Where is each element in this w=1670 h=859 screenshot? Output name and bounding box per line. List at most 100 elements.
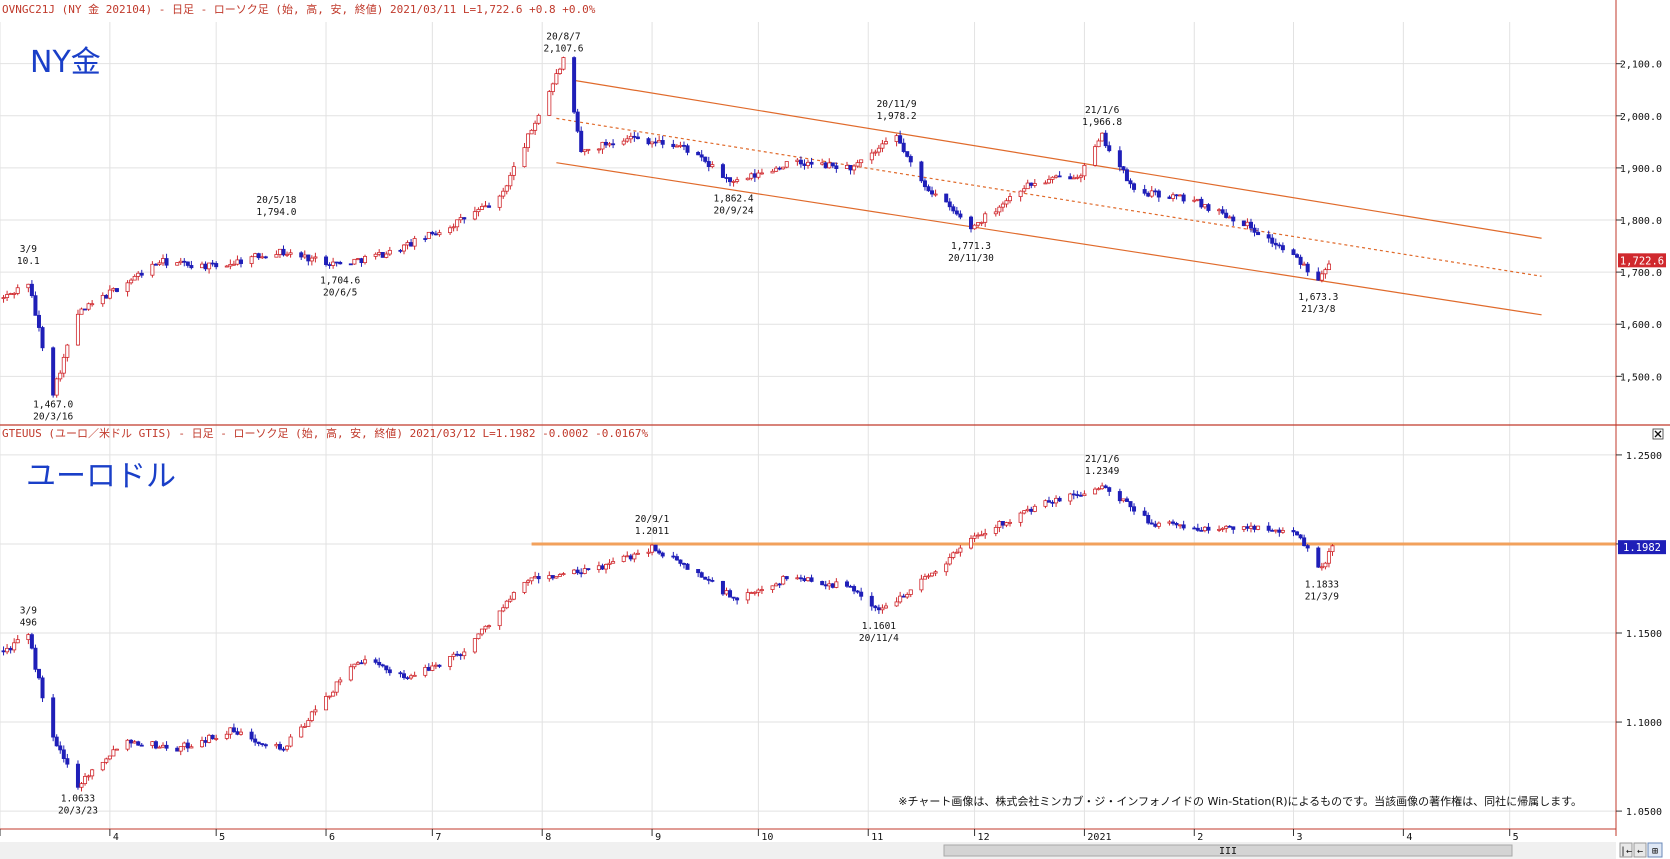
candle-body: [409, 242, 414, 247]
candle-body: [930, 572, 935, 577]
horizontal-scrollbar[interactable]: III: [0, 842, 1616, 859]
candle-body: [313, 709, 318, 713]
candle-body: [830, 162, 835, 167]
candle-body: [1057, 497, 1062, 502]
candle-body: [313, 256, 318, 259]
candle-body: [1266, 525, 1271, 531]
candle-body: [1181, 524, 1186, 529]
candle-body: [207, 262, 212, 270]
candle-body: [437, 664, 442, 667]
candle-body: [125, 282, 130, 292]
candle-body: [58, 745, 63, 751]
candle-body: [596, 148, 601, 151]
candle-body: [373, 659, 378, 663]
candle-body: [1295, 254, 1300, 258]
candle-body: [770, 585, 775, 590]
annotation-line2: 1.2011: [635, 526, 670, 537]
candle-body: [511, 166, 516, 176]
candle-body: [632, 553, 637, 560]
scroll-prev-icon[interactable]: [1633, 842, 1647, 858]
candle-body: [575, 111, 580, 132]
candle-body: [479, 628, 484, 635]
candle-body: [1195, 527, 1200, 531]
candle-body: [1071, 493, 1076, 496]
candle-body: [253, 738, 258, 743]
candle-body: [735, 597, 740, 601]
month-label: 12: [978, 832, 990, 843]
candle-body: [29, 283, 34, 297]
candle-body: [798, 577, 803, 580]
scroll-first-icon[interactable]: [1619, 842, 1633, 858]
candle-body: [79, 783, 84, 788]
candle-body: [199, 263, 204, 269]
candle-body: [107, 755, 112, 760]
month-label: 8: [545, 832, 551, 843]
candle-body: [1149, 522, 1154, 525]
candle-body: [600, 565, 605, 570]
price-tick-label: 1.1000: [1626, 718, 1662, 729]
month-label: 5: [1513, 832, 1519, 843]
price-tick-label: 1.1500: [1626, 629, 1662, 640]
candle-body: [504, 185, 509, 192]
candle-body: [508, 174, 513, 187]
scrollbar-thumb[interactable]: [943, 844, 1513, 857]
candle-body: [90, 769, 95, 777]
candle-body: [869, 595, 874, 607]
candle-body: [795, 159, 800, 162]
candle-body: [1291, 530, 1296, 533]
trend-channel: [556, 79, 1542, 316]
candle-body: [869, 152, 874, 161]
candle-body: [1252, 525, 1257, 530]
candle-body: [1043, 182, 1048, 185]
candle-body: [972, 535, 977, 539]
candle-body: [448, 227, 453, 234]
candle-body: [26, 283, 31, 289]
annotation-line1: 20/5/18: [256, 195, 296, 206]
candle-body: [238, 731, 243, 735]
candle-body: [462, 217, 467, 220]
candle-body: [1117, 150, 1122, 168]
candle-body: [1167, 521, 1172, 524]
candle-body: [635, 552, 640, 555]
candle-body: [1032, 183, 1037, 186]
candle-body: [809, 161, 814, 165]
candle-body: [1316, 547, 1321, 568]
candle-body: [1008, 521, 1013, 524]
candle-body: [299, 252, 304, 258]
candle-body: [1220, 527, 1225, 530]
candle-body: [1025, 182, 1030, 190]
candle-body: [36, 314, 41, 328]
candle-body: [1231, 216, 1236, 222]
candle-body: [876, 147, 881, 153]
candle-body: [1, 650, 6, 653]
candle-body: [901, 595, 906, 598]
close-icon[interactable]: [1652, 428, 1664, 440]
gold-annotations: 3/910.1 1,467.020/3/16 20/5/181,794.0 1,704…: [17, 32, 1338, 423]
candle-body: [933, 571, 938, 574]
candle-body: [993, 527, 998, 534]
candle-body: [405, 677, 410, 680]
candle-body: [348, 666, 353, 681]
candle-body: [575, 569, 580, 574]
candle-body: [501, 607, 506, 612]
candle-body: [954, 551, 959, 554]
candle-body: [823, 162, 828, 169]
scroll-controls[interactable]: |← ← ⊞: [1619, 842, 1663, 858]
candle-body: [611, 561, 616, 564]
candle-body: [699, 572, 704, 578]
annotation-line1: 1,673.3: [1298, 292, 1338, 303]
candle-body: [983, 213, 988, 223]
candle-body: [153, 263, 158, 266]
candle-body: [784, 161, 789, 168]
candle-body: [476, 209, 481, 213]
candle-body: [40, 677, 45, 699]
candle-body: [876, 607, 881, 611]
candle-body: [373, 253, 378, 257]
candle-body: [1050, 501, 1055, 504]
candle-body: [908, 156, 913, 163]
scroll-fit-icon[interactable]: [1647, 842, 1663, 858]
candle-body: [175, 262, 180, 266]
candle-body: [1103, 132, 1108, 147]
month-label: 4: [113, 832, 119, 843]
